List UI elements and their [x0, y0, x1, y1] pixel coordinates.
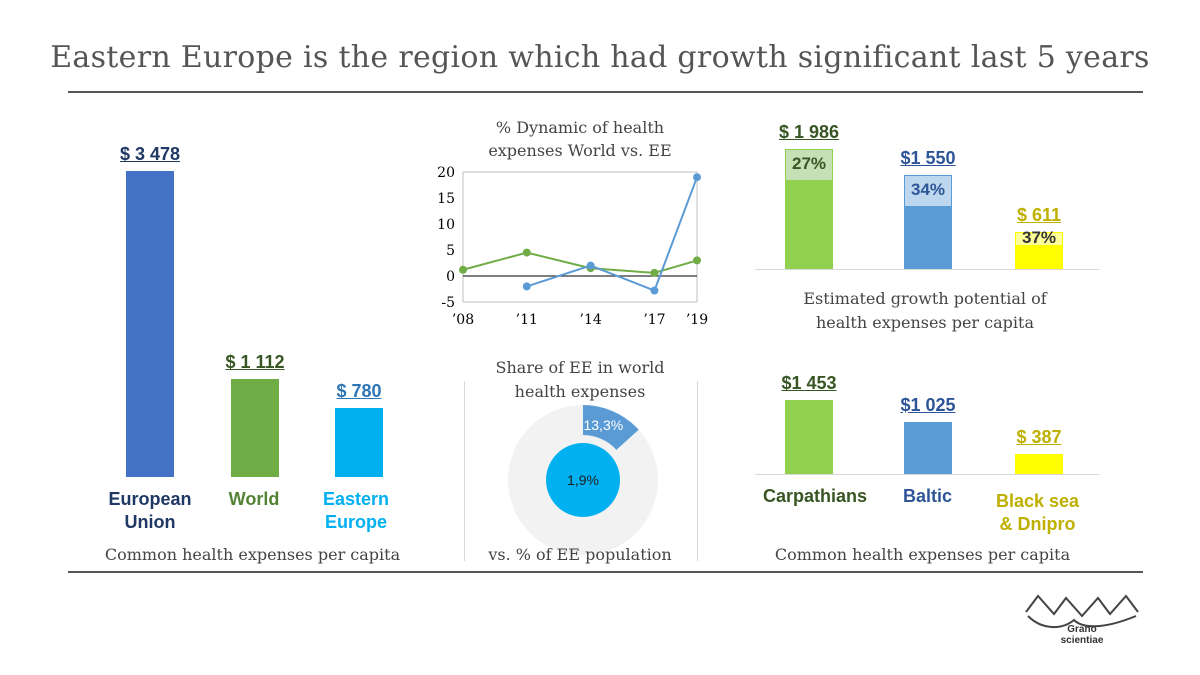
caption-common-expenses-left: Common health expenses per capita — [104, 545, 401, 564]
page-title: Eastern Europe is the region which had g… — [50, 40, 1150, 75]
growth-label-blacksea: 37% — [1021, 227, 1057, 247]
x-tick-label: ’19 — [686, 312, 708, 328]
value-label-baltic-potential: $1 550 — [900, 148, 956, 169]
x-tick-label: ’17 — [643, 312, 665, 328]
series-point-0 — [650, 268, 659, 277]
category-eastern-europe: Eastern Europe — [306, 488, 406, 534]
donut-right-divider — [697, 381, 698, 561]
bar-blacksea-current — [1015, 245, 1063, 269]
subregion-chart-baseline — [755, 474, 1100, 475]
x-tick-label: ’11 — [516, 312, 538, 328]
series-line-1 — [526, 176, 698, 292]
donut-inner-disc — [546, 443, 620, 517]
bar-carpathians — [785, 400, 833, 474]
category-line: Europe — [324, 512, 387, 532]
logo-mark-icon — [1025, 594, 1139, 628]
growth-label-baltic: 34% — [910, 180, 946, 200]
line-chart-title-line: % Dynamic of health — [495, 118, 665, 137]
bar-carpathians-current — [785, 181, 833, 269]
donut-plot: 13,3% 1,9% — [508, 405, 658, 555]
y-tick-label: -5 — [441, 295, 455, 311]
category-carpathians: Carpathians — [745, 485, 885, 508]
category-line: Baltic — [902, 486, 953, 506]
value-label-blacksea: $ 387 — [1016, 427, 1062, 448]
series-point-1 — [693, 173, 701, 182]
series-point-1 — [586, 261, 595, 270]
line-chart-plot: 20 15 10 5 0 -5’08 ’11 ’14 ’17 ’19 — [437, 165, 708, 328]
category-blacksea: Black sea & Dnipro — [980, 490, 1095, 536]
donut-title-line: Share of EE in world — [495, 358, 665, 377]
bottom-divider — [68, 571, 1143, 573]
caption-common-expenses-right: Common health expenses per capita — [774, 545, 1071, 564]
growth-chart-baseline — [755, 269, 1100, 270]
y-tick-label: 20 — [437, 165, 455, 181]
series-point-0 — [522, 248, 531, 257]
value-label-blacksea-potential: $ 611 — [1016, 205, 1062, 226]
x-tick-label: ’14 — [580, 312, 602, 328]
bar-baltic-current — [904, 207, 952, 269]
grano-scientiae-logo: Grano scientiae — [1022, 590, 1142, 650]
bar-blacksea — [1015, 454, 1063, 474]
growth-chart-caption: Estimated growth potential of health exp… — [760, 287, 1090, 335]
value-label-carpathians-potential: $ 1 986 — [778, 122, 840, 142]
donut-title: Share of EE in world health expenses — [470, 356, 690, 404]
value-label-baltic: $1 025 — [900, 394, 956, 415]
value-label-world: $ 1 112 — [225, 352, 285, 373]
category-world: World — [209, 488, 299, 511]
logo-text-line: scientiae — [1060, 635, 1104, 646]
category-line: Black sea — [995, 491, 1080, 511]
bar-european-union — [126, 171, 174, 477]
category-line: Carpathians — [762, 486, 868, 506]
series-point-0 — [693, 256, 701, 265]
donut-caption: vs. % of EE population — [488, 545, 672, 564]
value-label-carpathians: $1 453 — [781, 373, 837, 393]
donut-title-line: health expenses — [514, 382, 646, 401]
series-point-1 — [522, 282, 531, 291]
growth-label-carpathians: 27% — [791, 154, 827, 174]
category-line: European — [108, 489, 192, 509]
logo-text-line: Grano — [1067, 624, 1097, 635]
donut-inner-label: 1,9% — [567, 472, 599, 488]
value-label-eastern-europe: $ 780 — [336, 381, 382, 402]
value-label-european-union: $ 3 478 — [119, 144, 181, 164]
line-chart-title: % Dynamic of health expenses World vs. E… — [440, 116, 720, 162]
bar-baltic — [904, 421, 952, 474]
series-point-1 — [650, 286, 659, 295]
donut-left-divider — [464, 381, 465, 561]
logo-text: Grano scientiae — [1022, 624, 1142, 646]
top-divider — [68, 91, 1143, 93]
bar-carpathians-growth — [785, 149, 833, 182]
category-european-union: European Union — [95, 488, 205, 534]
y-tick-label: 15 — [437, 191, 455, 207]
x-tick-label: ’08 — [452, 312, 474, 328]
donut-outer-label: 13,3% — [583, 417, 623, 433]
bar-eastern-europe — [335, 408, 383, 477]
bar-world — [231, 379, 279, 477]
growth-caption-line: Estimated growth potential of — [803, 289, 1047, 308]
y-tick-label: 5 — [446, 243, 455, 259]
growth-caption-line: health expenses per capita — [815, 313, 1034, 332]
bar-blacksea-growth — [1015, 232, 1063, 246]
y-tick-label: 10 — [437, 217, 455, 233]
bar-baltic-growth — [904, 175, 952, 208]
donut-ee-share-slice — [583, 405, 639, 450]
category-line: Eastern — [322, 489, 390, 509]
category-line: & Dnipro — [999, 514, 1076, 534]
category-baltic: Baltic — [880, 485, 975, 508]
category-line: World — [228, 489, 280, 509]
line-chart-title-line: expenses World vs. EE — [488, 141, 672, 160]
series-point-0 — [459, 265, 467, 274]
y-tick-label: 0 — [446, 269, 455, 285]
category-line: Union — [124, 512, 176, 532]
